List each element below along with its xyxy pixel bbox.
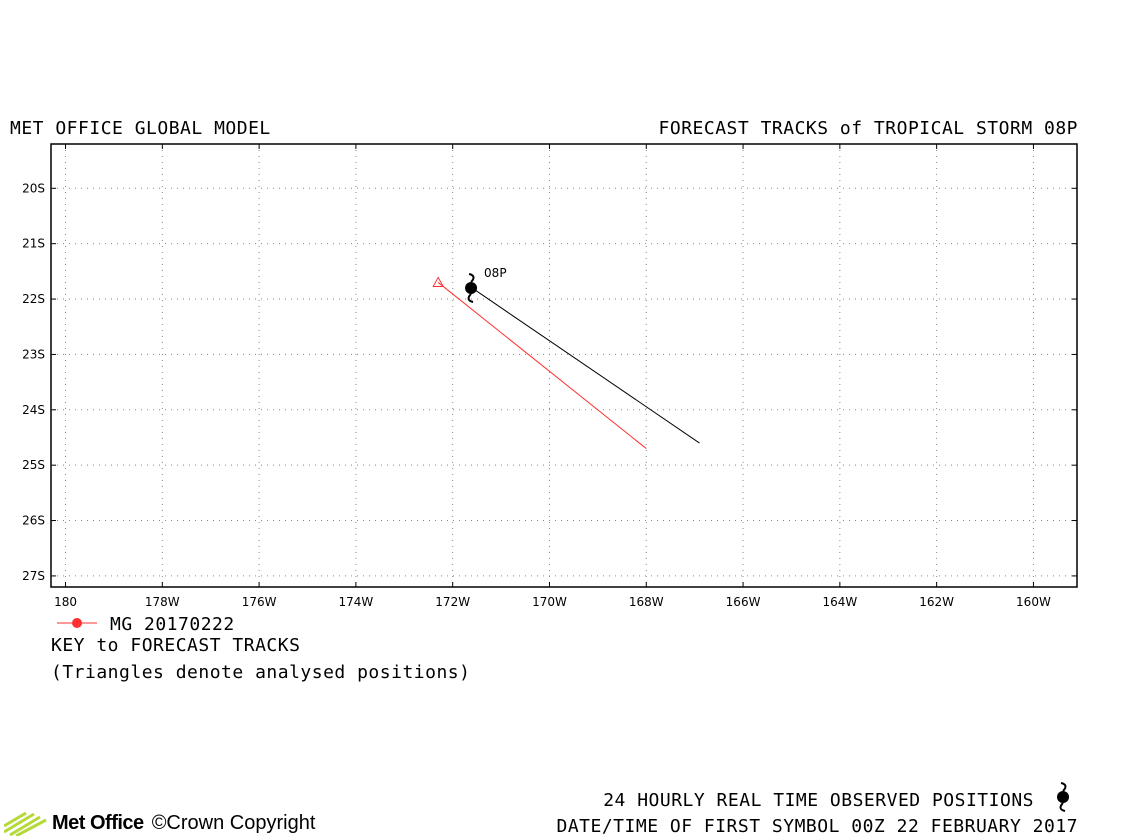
lon-tick-label: 174W [339, 595, 374, 609]
storm-symbol-icon: 08P [465, 266, 507, 303]
legend-key-title: KEY to FORECAST TRACKS [51, 635, 301, 656]
storm-symbol-arm [467, 293, 474, 303]
storm-symbol-core [465, 281, 478, 294]
grid-lines [51, 144, 1077, 587]
lon-tick-label: 172W [435, 595, 470, 609]
brand-name: Met Office [52, 811, 144, 834]
lat-tick-label: 24S [22, 403, 45, 417]
tracks: 08P [432, 266, 700, 449]
lon-tick-label: 162W [919, 595, 954, 609]
lat-tick-label: 20S [22, 181, 45, 195]
lat-tick-label: 21S [22, 237, 45, 251]
lon-tick-label: 178W [145, 595, 180, 609]
lat-tick-label: 22S [22, 292, 45, 306]
model-title: MET OFFICE GLOBAL MODEL [10, 118, 271, 139]
lon-tick-label: 170W [532, 595, 567, 609]
map-frame [50, 143, 1078, 588]
lat-tick-label: 25S [22, 458, 45, 472]
observed-track-line [471, 287, 700, 444]
longitude-labels: 180 178W 176W 174W 172W 170W 168W 166W 164W 162W 1… [54, 595, 1051, 609]
analysed-position-triangle [432, 276, 445, 287]
legend-series-label: MG 20170222 [110, 614, 235, 635]
lon-tick-label: 164W [822, 595, 857, 609]
lon-tick-label: 168W [629, 595, 664, 609]
lon-tick-label: 166W [726, 595, 761, 609]
forecast-track-line [437, 282, 647, 449]
chart-title: FORECAST TRACKS of TROPICAL STORM 08P [658, 118, 1078, 139]
legend-dot [72, 618, 82, 628]
storm-symbol-arm [468, 272, 475, 283]
legend-symbol [57, 618, 97, 628]
observed-positions-note: 24 HOURLY REAL TIME OBSERVED POSITIONS [603, 790, 1034, 811]
storm-label: 08P [484, 266, 507, 280]
lon-tick-label: 180 [54, 595, 77, 609]
lat-tick-label: 27S [22, 569, 45, 583]
met-office-logo: Met Office ©Crown Copyright [4, 810, 315, 836]
copyright-text: ©Crown Copyright [151, 811, 316, 834]
first-symbol-datetime: DATE/TIME OF FIRST SYMBOL 00Z 22 FEBRUAR… [556, 816, 1078, 837]
lon-tick-label: 160W [1016, 595, 1051, 609]
lat-tick-label: 23S [22, 347, 45, 361]
met-office-logo-icon [4, 811, 47, 836]
lon-tick-label: 176W [242, 595, 277, 609]
latitude-labels: 20S 21S 22S 23S 24S 25S 26S 27S [22, 181, 45, 583]
legend-key-note: (Triangles denote analysed positions) [51, 662, 471, 683]
lat-tick-label: 26S [22, 514, 45, 528]
cyclone-symbol-icon [1057, 782, 1069, 812]
